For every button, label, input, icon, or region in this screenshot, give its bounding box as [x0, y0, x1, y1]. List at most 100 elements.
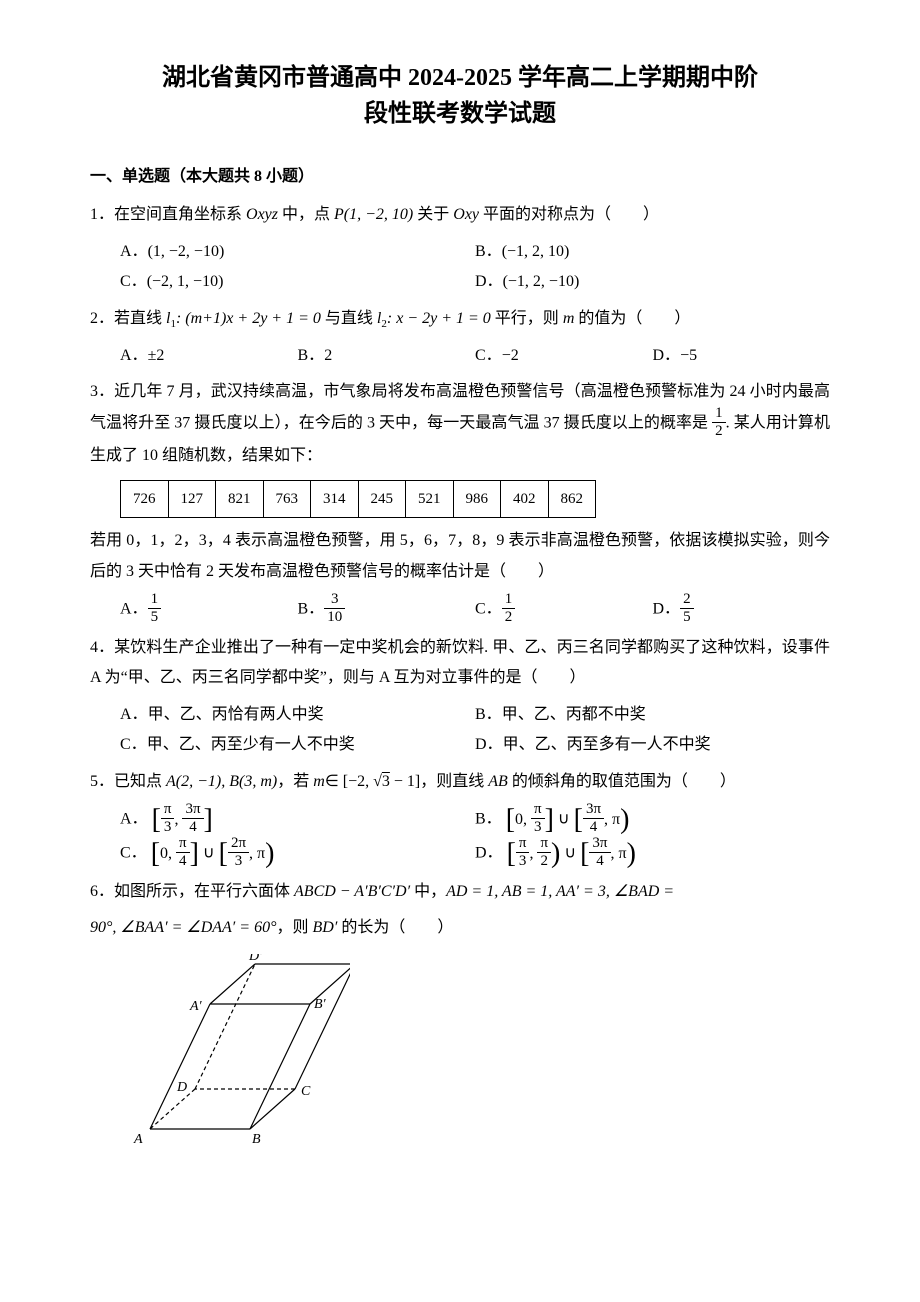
q3-option-a: A．15 — [120, 593, 298, 627]
opt-value: 甲、乙、丙至少有一人不中奖 — [147, 736, 355, 753]
q2-option-b: B．2 — [298, 341, 476, 371]
table-cell: 521 — [406, 480, 454, 518]
frac-num: π — [176, 835, 190, 853]
q5-range2: − 1] — [390, 773, 420, 790]
frac-num: 3π — [182, 801, 203, 819]
paren-right-icon: ) — [627, 838, 636, 869]
frac-num: 2π — [228, 835, 249, 853]
frac-den: 2 — [712, 423, 726, 440]
opt-value: 甲、乙、丙至多有一人不中奖 — [503, 736, 711, 753]
frac: π3 — [161, 801, 175, 835]
frac-den: 3 — [531, 819, 545, 836]
parallelepiped-icon: A′B′C′D′ABCD — [130, 954, 350, 1144]
q1-option-b: B．(−1, 2, 10) — [475, 237, 830, 267]
frac-num: 3π — [589, 835, 610, 853]
svg-text:C: C — [301, 1084, 311, 1099]
q3-prob-frac: 12 — [712, 405, 726, 439]
q2-text: 2．若直线 — [90, 310, 166, 327]
q1-options: A．(1, −2, −10) B．(−1, 2, 10) C．(−2, 1, −… — [90, 237, 830, 298]
bracket-right-icon: ] — [545, 804, 554, 835]
frac: 2π3 — [228, 835, 249, 869]
q2-option-d: D．−5 — [653, 341, 831, 371]
question-4: 4．某饮料生产企业推出了一种有一定中奖机会的新饮料. 甲、乙、丙三名同学都购买了… — [90, 633, 830, 694]
q2-text3: 平行，则 — [491, 310, 563, 327]
bracket-right-icon: ] — [190, 838, 199, 869]
q2-option-c: C．−2 — [475, 341, 653, 371]
frac-den: 2 — [502, 609, 516, 626]
q6-text3: ，则 — [277, 919, 313, 936]
frac-num: 3π — [583, 801, 604, 819]
q5-options: A． [π3, 3π4] B． [0, π3] ∪ [3π4, π) C． [0… — [90, 803, 830, 871]
question-1: 1．在空间直角坐标系 Oxyz 中，点 P(1, −2, 10) 关于 Oxy … — [90, 200, 830, 230]
opt-label: A． — [120, 811, 148, 828]
q1-plane: Oxy — [453, 206, 479, 223]
interval: [π3, π2) — [507, 845, 561, 862]
q5-range1: ∈ [−2, — [325, 773, 373, 790]
bracket-left-icon: [ — [580, 838, 589, 869]
bracket-left-icon: [ — [574, 804, 583, 835]
paren-right-icon: ) — [620, 804, 629, 835]
q6-dims: AD = 1, AB = 1, AA′ = 3, ∠BAD = — [446, 883, 674, 900]
frac-den: 2 — [537, 853, 551, 870]
question-6: 6．如图所示，在平行六面体 ABCD − A′B′C′D′ 中，AD = 1, … — [90, 877, 830, 907]
frac: π4 — [176, 835, 190, 869]
frac-den: 10 — [324, 609, 345, 626]
interval-val: 0 — [515, 811, 523, 828]
frac: 3π4 — [589, 835, 610, 869]
q6-seg: BD′ — [313, 919, 338, 936]
frac-den: 3 — [228, 853, 249, 870]
paren-right-icon: ) — [265, 838, 274, 869]
q3-option-c: C．12 — [475, 593, 653, 627]
table-row: 726 127 821 763 314 245 521 986 402 862 — [121, 480, 596, 518]
q1-option-a: A．(1, −2, −10) — [120, 237, 475, 267]
q5-var: m — [313, 773, 325, 790]
opt-label: C． — [120, 736, 147, 753]
q3-options: A．15 B．310 C．12 D．25 — [90, 593, 830, 627]
title-line-1: 湖北省黄冈市普通高中 2024-2025 学年高二上学期期中阶 — [90, 60, 830, 96]
interval-val: π — [612, 811, 620, 828]
section-1-header: 一、单选题（本大题共 8 小题） — [90, 162, 830, 192]
bracket-left-icon: [ — [152, 804, 161, 835]
opt-value: (−1, 2, −10) — [503, 273, 580, 290]
opt-value: 甲、乙、丙恰有两人中奖 — [148, 706, 324, 723]
table-cell: 862 — [548, 480, 596, 518]
q5-sqrt: 3 — [382, 773, 390, 790]
q2-var: m — [563, 310, 575, 327]
frac: π3 — [516, 835, 530, 869]
opt-frac: 15 — [148, 591, 162, 625]
table-cell: 245 — [358, 480, 406, 518]
q3-option-b: B．310 — [298, 593, 476, 627]
opt-frac: 12 — [502, 591, 516, 625]
frac-den: 3 — [161, 819, 175, 836]
frac-num: 1 — [148, 591, 162, 609]
frac-num: π — [161, 801, 175, 819]
table-cell: 986 — [453, 480, 501, 518]
q2-options: A．±2 B．2 C．−2 D．−5 — [90, 341, 830, 371]
opt-label: C． — [475, 601, 502, 618]
q5-text2: ，若 — [277, 773, 313, 790]
q5-text4: 的倾斜角的取值范围为（ ） — [508, 773, 736, 790]
opt-label: B． — [298, 601, 325, 618]
table-cell: 314 — [311, 480, 359, 518]
q1-text3: 关于 — [413, 206, 453, 223]
q4-option-c: C．甲、乙、丙至少有一人不中奖 — [120, 730, 475, 760]
q6-solid: ABCD − A′B′C′D′ — [294, 883, 410, 900]
frac-num: π — [516, 835, 530, 853]
svg-text:B: B — [252, 1132, 261, 1144]
q1-option-d: D．(−1, 2, −10) — [475, 267, 830, 297]
opt-value: ±2 — [148, 347, 165, 364]
q2-l1-eq: : (m+1)x + 2y + 1 = 0 — [176, 310, 321, 327]
interval: [π3, 3π4] — [152, 811, 213, 828]
frac-den: 4 — [182, 819, 203, 836]
q5-pts: A(2, −1), B(3, m) — [166, 773, 277, 790]
interval: [3π4, π) — [580, 845, 636, 862]
svg-text:B′: B′ — [314, 997, 327, 1012]
bracket-left-icon: [ — [506, 804, 515, 835]
frac-num: 1 — [502, 591, 516, 609]
opt-label: A． — [120, 601, 148, 618]
title-line-2: 段性联考数学试题 — [90, 96, 830, 132]
frac-den: 4 — [176, 853, 190, 870]
opt-label: C． — [120, 845, 147, 862]
frac-den: 4 — [583, 819, 604, 836]
q6-text: 6．如图所示，在平行六面体 — [90, 883, 294, 900]
